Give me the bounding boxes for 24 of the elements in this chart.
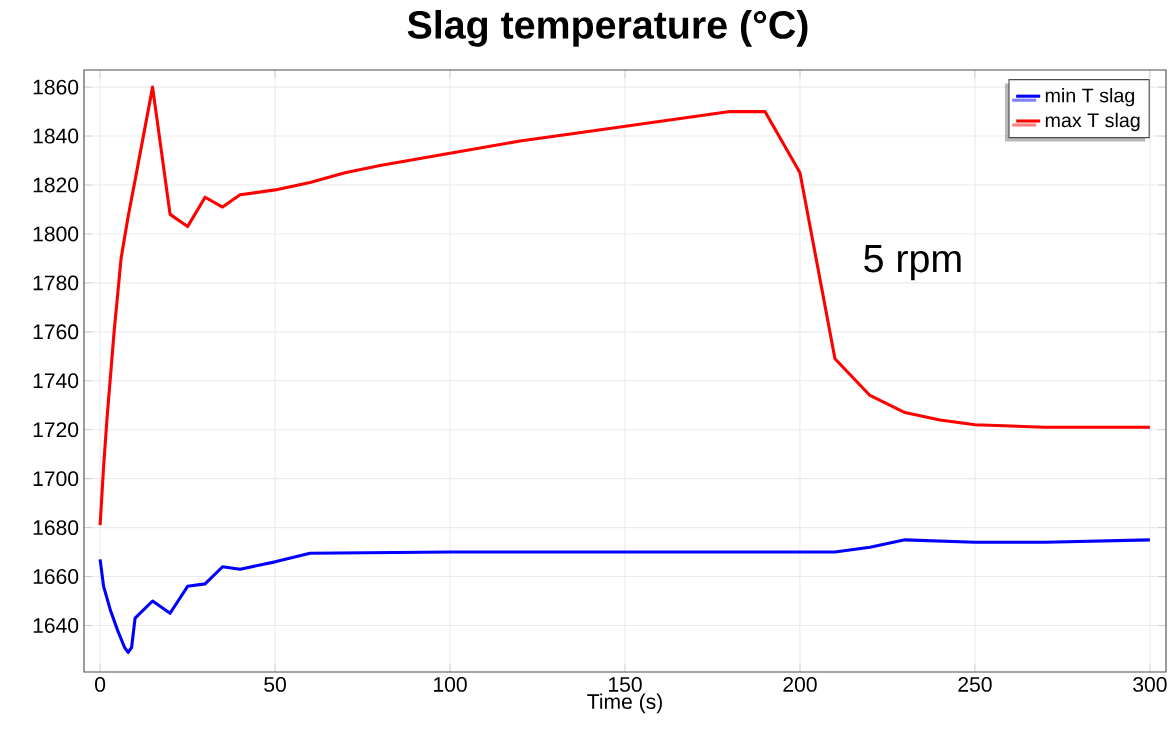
y-tick-label: 1740 — [33, 373, 79, 389]
y-tick-label: 1640 — [33, 618, 79, 633]
x-axis-title: Time (s) — [587, 693, 662, 714]
y-tick-label: 1760 — [33, 324, 79, 340]
legend-label: max T slag — [1045, 112, 1140, 132]
x-tick-label: 250 — [958, 676, 992, 692]
y-tick-label: 1680 — [33, 520, 79, 536]
x-tick-label: 200 — [783, 676, 817, 692]
x-tick-label: 100 — [434, 676, 467, 692]
y-tick-label: 1780 — [33, 275, 79, 291]
chart-title: Slag temperature (°C) — [407, 9, 808, 47]
legend-label: min T slag — [1045, 88, 1135, 107]
x-tick-label: 150 — [609, 676, 642, 692]
y-tick-label: 1700 — [33, 471, 79, 487]
y-tick-label: 1820 — [33, 177, 79, 193]
y-tick-label: 1840 — [33, 128, 79, 144]
y-tick-label: 1720 — [33, 422, 79, 438]
y-tick-label: 1660 — [33, 569, 79, 584]
y-tick-label: 1860 — [33, 79, 79, 95]
x-tick-label: 50 — [264, 676, 286, 692]
x-tick-label: 0 — [95, 676, 106, 692]
y-tick-label: 1800 — [33, 226, 79, 242]
x-tick-label: 300 — [1133, 676, 1167, 692]
annotation: 5 rpm — [864, 245, 961, 281]
